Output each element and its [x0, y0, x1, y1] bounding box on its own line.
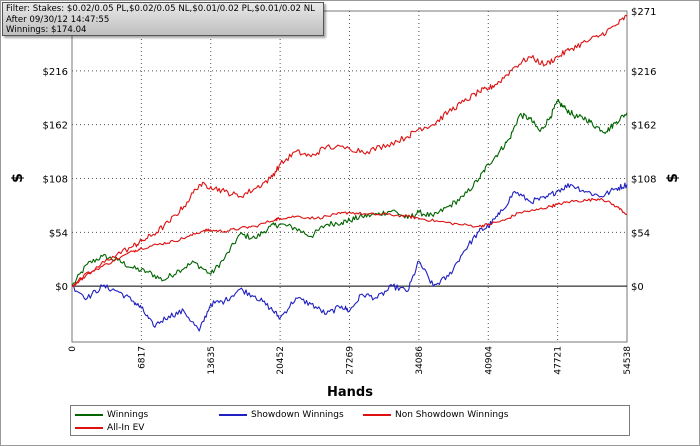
axes-layer: 0 6817 13635 20452 27269 34086 40904 47721 54538… [43, 7, 657, 375]
legend-label-showdown: Showdown Winnings [251, 410, 344, 420]
legend-swatch-winnings [75, 414, 103, 416]
x-tick-label: 47721 [554, 346, 564, 375]
legend-label-all-in-ev: All-In EV [107, 423, 145, 433]
x-tick-label: 34086 [415, 346, 425, 375]
plot-area [71, 10, 628, 343]
x-tick-label: 6817 [137, 346, 147, 369]
y-tick-label-right: $108 [631, 174, 656, 185]
x-tick-label: 54538 [623, 346, 633, 375]
y-tick-label-left: $216 [43, 67, 68, 78]
x-axis-label: Hands [327, 385, 373, 400]
y-tick-label-left: $162 [43, 121, 68, 132]
legend-label-winnings: Winnings [107, 410, 149, 420]
y-top-label: $271 [631, 7, 656, 18]
series-line [71, 182, 628, 332]
legend: Winnings Showdown Winnings Non Showdown … [70, 405, 630, 436]
series-line [71, 14, 628, 287]
filter-line-date: After 09/30/12 14:47:55 [6, 14, 110, 25]
legend-swatch-non-showdown [363, 414, 391, 416]
y-tick-label-right: $0 [631, 282, 644, 293]
legend-swatch-showdown [219, 414, 247, 416]
legend-item-showdown-winnings: Showdown Winnings [219, 409, 344, 421]
y-tick-label-left: $0 [55, 282, 68, 293]
y-tick-label-right: $216 [631, 67, 656, 78]
y-axis-label-right: $ [665, 173, 681, 183]
legend-item-non-showdown-winnings: Non Showdown Winnings [363, 409, 508, 421]
y-tick-label-left: $108 [43, 174, 68, 185]
legend-swatch-all-in-ev [75, 427, 103, 429]
legend-item-all-in-ev: All-In EV [75, 422, 144, 434]
x-tick-label: 40904 [484, 346, 494, 375]
y-tick-label-right: $162 [631, 121, 656, 132]
y-tick-label-right: $54 [631, 228, 650, 239]
filter-info-panel: Filter: Stakes: $0.02/0.05 PL,$0.02/0.05… [2, 2, 324, 36]
grid [72, 11, 627, 342]
filter-line-stakes: Filter: Stakes: $0.02/0.05 PL,$0.02/0.05… [6, 4, 315, 14]
x-tick-label: 0 [68, 346, 78, 352]
series-line [71, 197, 627, 287]
series-line [71, 98, 628, 287]
legend-item-winnings: Winnings [75, 409, 148, 421]
legend-label-non-showdown: Non Showdown Winnings [395, 410, 509, 420]
x-tick-label: 20452 [276, 346, 286, 375]
x-tick-label: 13635 [207, 346, 217, 375]
series-layer [71, 14, 628, 332]
x-tick-label: 27269 [346, 346, 356, 375]
y-axis-label-left: $ [10, 173, 26, 183]
filter-line-winnings: Winnings: $174.04 [6, 25, 87, 36]
y-tick-label-left: $54 [49, 228, 68, 239]
